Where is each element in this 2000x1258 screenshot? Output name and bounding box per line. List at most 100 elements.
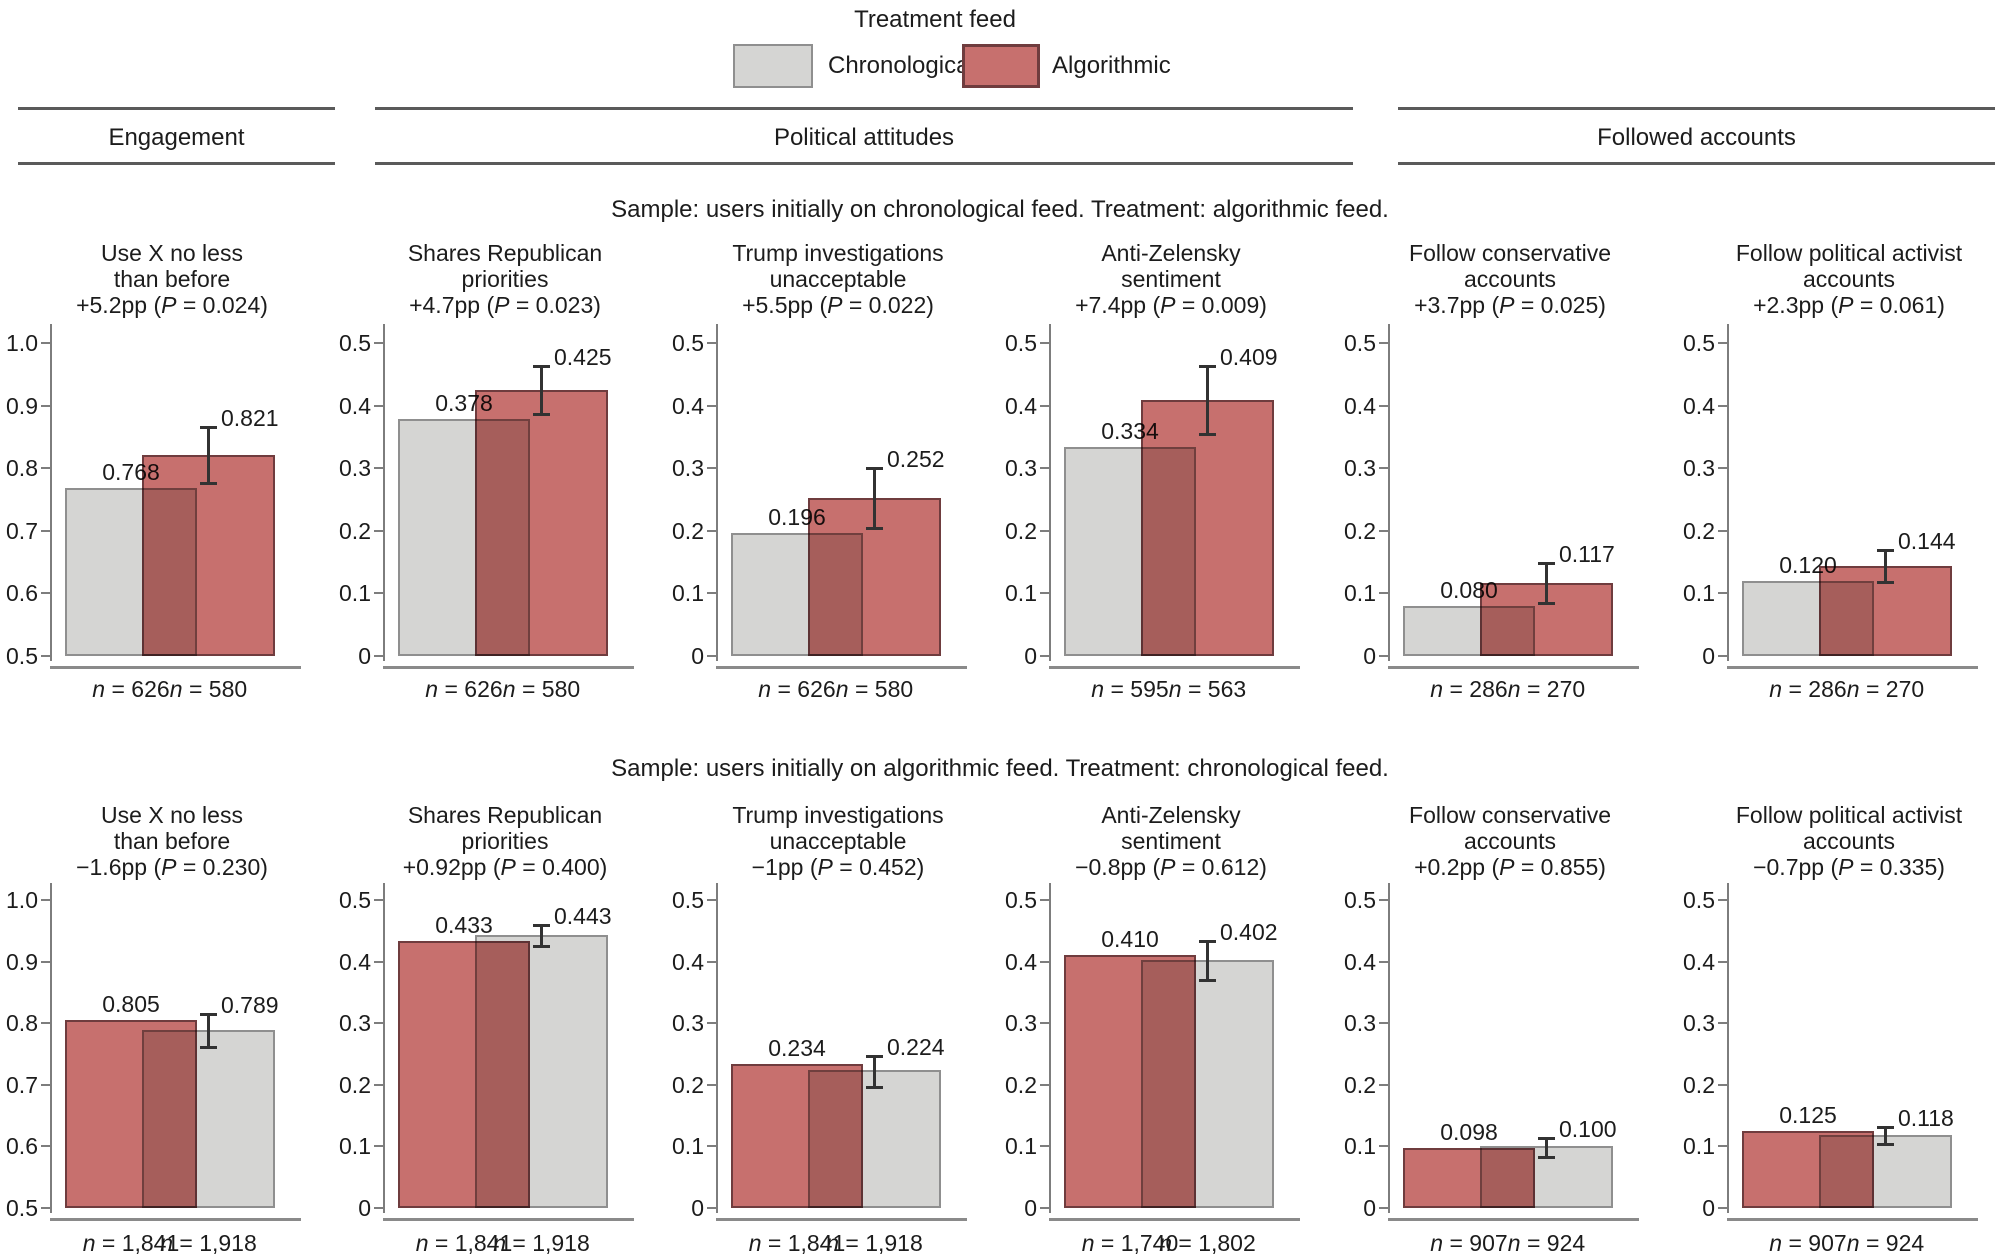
y-tick-label: 0.2 <box>672 517 704 544</box>
y-axis-line <box>716 324 718 661</box>
x-axis-line <box>1388 666 1639 669</box>
y-tick <box>374 960 383 963</box>
panel-title: Follow political activist <box>1735 802 1963 828</box>
y-tick-label: 0 <box>1702 643 1715 669</box>
y-tick <box>1379 592 1388 595</box>
y-tick <box>41 1022 50 1025</box>
error-bar <box>1884 1127 1887 1144</box>
y-tick <box>1040 529 1049 532</box>
y-axis-line <box>1049 883 1051 1213</box>
y-tick <box>1718 404 1727 407</box>
error-bar <box>1884 549 1887 583</box>
x-axis-line <box>383 666 634 669</box>
panel-r2-c5: Follow conservative accounts +0.2pp (P = 0… <box>1320 802 1653 1258</box>
panel-title: Anti-Zelensky <box>1101 802 1241 828</box>
bar-value-label: 0.425 <box>554 343 612 370</box>
y-tick-label: 0.5 <box>1005 330 1037 356</box>
y-tick <box>707 960 716 963</box>
panel-effect-label: +5.5pp (P = 0.022) <box>742 292 934 318</box>
error-bar <box>540 924 543 946</box>
error-bar-cap-top <box>1199 940 1216 944</box>
y-tick <box>374 1145 383 1148</box>
y-tick-label: 1.0 <box>6 887 38 913</box>
y-tick-label: 0.1 <box>1683 580 1715 607</box>
x-axis-line <box>1727 1218 1978 1221</box>
bar-algorithmic <box>475 389 608 656</box>
error-bar-cap-bottom <box>533 944 550 948</box>
error-bar <box>873 468 876 529</box>
y-tick-label: 0 <box>1363 643 1376 669</box>
panel-effect-label: −0.7pp (P = 0.335) <box>1753 854 1945 880</box>
y-tick-label: 0 <box>691 643 704 669</box>
y-tick-label: 0.2 <box>1005 1071 1037 1098</box>
panel-r1-c2: Shares Republican priorities +4.7pp (P = 0… <box>315 240 648 710</box>
y-tick-label: 0.5 <box>1344 887 1376 913</box>
error-bar-cap-top <box>1538 561 1555 565</box>
x-axis-line <box>383 1218 634 1221</box>
y-tick-label: 0.3 <box>1005 455 1037 482</box>
y-tick <box>41 529 50 532</box>
panel-effect-label: +3.7pp (P = 0.025) <box>1414 292 1606 318</box>
y-tick <box>1379 1022 1388 1025</box>
y-tick-label: 0 <box>358 643 371 669</box>
legend-label-algorithmic: Algorithmic <box>1052 52 1171 79</box>
bar-value-label: 0.144 <box>1898 527 1956 554</box>
y-tick-label: 0.5 <box>672 330 704 356</box>
y-axis-line <box>1049 324 1051 661</box>
y-tick <box>1718 1145 1727 1148</box>
n-label: n = 924 <box>1846 1230 1925 1256</box>
y-tick <box>1379 1145 1388 1148</box>
y-tick <box>374 467 383 470</box>
y-tick-label: 0.6 <box>6 1133 38 1160</box>
y-tick <box>1718 467 1727 470</box>
n-label: n = 1,918 <box>493 1230 590 1256</box>
y-tick <box>374 899 383 901</box>
y-axis-line <box>1388 883 1390 1213</box>
n-label: n = 286 <box>1769 676 1847 702</box>
y-tick <box>374 342 383 344</box>
y-tick <box>41 655 50 657</box>
y-tick-label: 0.4 <box>1005 392 1037 419</box>
y-tick <box>1718 1022 1727 1025</box>
panel-title: sentiment <box>1121 266 1221 292</box>
y-tick-label: 0.5 <box>339 330 371 356</box>
y-tick-label: 0.3 <box>339 455 371 482</box>
y-tick <box>374 655 383 657</box>
y-tick <box>1718 592 1727 595</box>
bar-value-label: 0.118 <box>1898 1105 1954 1132</box>
y-tick <box>374 1207 383 1209</box>
n-label: n = 1,841 <box>82 1230 180 1256</box>
y-tick <box>707 467 716 470</box>
y-tick <box>1040 899 1049 901</box>
y-tick <box>1040 1022 1049 1025</box>
y-tick-label: 0.6 <box>6 580 38 607</box>
y-tick <box>1040 342 1049 344</box>
error-bar-cap-bottom <box>1199 433 1216 437</box>
panel-title: unacceptable <box>769 266 907 292</box>
panel-effect-label: +7.4pp (P = 0.009) <box>1075 292 1267 318</box>
panel-title: accounts <box>1463 266 1557 292</box>
panel-title: Shares Republican <box>407 802 603 828</box>
n-label: n = 563 <box>1168 676 1247 702</box>
y-axis-line <box>1727 883 1729 1213</box>
n-label: n = 1,802 <box>1159 1230 1256 1256</box>
y-tick <box>707 1022 716 1025</box>
y-tick-label: 0.3 <box>672 1010 704 1037</box>
bar-value-label: 0.821 <box>221 404 279 431</box>
y-tick-label: 0.5 <box>1683 887 1715 913</box>
error-bar-cap-top <box>1877 1126 1894 1130</box>
y-tick <box>707 592 716 595</box>
y-tick <box>1379 529 1388 532</box>
bar-chronological <box>142 1029 275 1208</box>
error-bar-cap-top <box>200 425 217 429</box>
bar-chronological <box>808 1070 941 1208</box>
legend-title: Treatment feed <box>854 6 1016 33</box>
error-bar-cap-bottom <box>1877 581 1894 585</box>
bar-value-label: 0.100 <box>1559 1115 1617 1142</box>
y-tick-label: 0.4 <box>672 948 704 975</box>
error-bar-cap-bottom <box>200 1045 217 1049</box>
bar-algorithmic <box>1141 399 1274 656</box>
error-bar <box>207 1013 210 1047</box>
n-label: n = 924 <box>1507 1230 1586 1256</box>
y-axis-line <box>1388 324 1390 661</box>
